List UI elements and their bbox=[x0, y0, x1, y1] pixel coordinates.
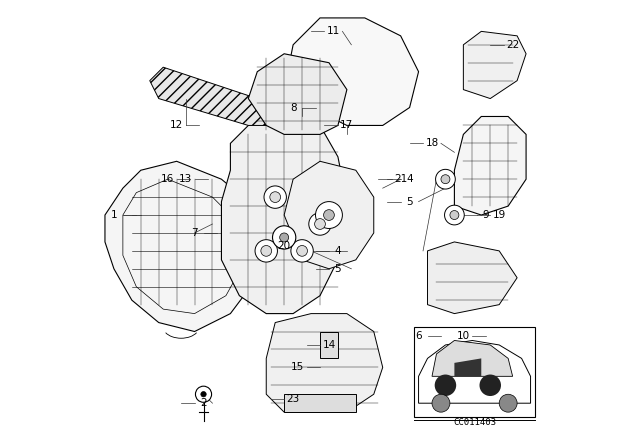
Polygon shape bbox=[432, 340, 513, 376]
Text: 5: 5 bbox=[406, 197, 413, 207]
Text: 20: 20 bbox=[278, 241, 291, 251]
Circle shape bbox=[291, 240, 314, 262]
Text: 9: 9 bbox=[483, 210, 489, 220]
Text: 1: 1 bbox=[111, 210, 117, 220]
Circle shape bbox=[499, 394, 517, 412]
Text: CC011403: CC011403 bbox=[453, 418, 496, 427]
Text: 5: 5 bbox=[335, 264, 341, 274]
Text: 15: 15 bbox=[291, 362, 304, 372]
Polygon shape bbox=[320, 332, 338, 358]
Text: 19: 19 bbox=[493, 210, 506, 220]
Text: 22: 22 bbox=[506, 40, 519, 50]
Polygon shape bbox=[454, 116, 526, 215]
Circle shape bbox=[445, 205, 464, 225]
Polygon shape bbox=[284, 18, 419, 125]
Circle shape bbox=[273, 226, 296, 249]
Circle shape bbox=[201, 392, 206, 397]
Circle shape bbox=[261, 246, 271, 256]
Polygon shape bbox=[221, 116, 347, 314]
Circle shape bbox=[315, 219, 325, 229]
Text: 18: 18 bbox=[426, 138, 438, 148]
Text: 4: 4 bbox=[406, 174, 413, 184]
Text: 21: 21 bbox=[394, 174, 407, 184]
Circle shape bbox=[297, 246, 307, 256]
Text: 10: 10 bbox=[457, 331, 470, 341]
Text: 12: 12 bbox=[170, 121, 183, 130]
Circle shape bbox=[309, 213, 332, 235]
Polygon shape bbox=[105, 161, 266, 332]
Circle shape bbox=[436, 169, 455, 189]
Text: 8: 8 bbox=[290, 103, 296, 112]
Circle shape bbox=[441, 175, 450, 184]
Circle shape bbox=[270, 192, 280, 202]
Text: 16: 16 bbox=[161, 174, 174, 184]
Text: 23: 23 bbox=[287, 394, 300, 404]
Circle shape bbox=[280, 233, 289, 242]
Circle shape bbox=[450, 211, 459, 220]
Text: 14: 14 bbox=[323, 340, 335, 350]
Circle shape bbox=[324, 210, 334, 220]
Text: 6: 6 bbox=[415, 331, 422, 341]
Polygon shape bbox=[419, 340, 531, 403]
Text: 4: 4 bbox=[335, 246, 341, 256]
Text: 7: 7 bbox=[191, 228, 198, 238]
Circle shape bbox=[432, 394, 450, 412]
Circle shape bbox=[195, 386, 212, 402]
Polygon shape bbox=[428, 242, 517, 314]
Text: 13: 13 bbox=[179, 174, 192, 184]
Circle shape bbox=[479, 375, 501, 396]
Polygon shape bbox=[248, 54, 347, 134]
Circle shape bbox=[316, 202, 342, 228]
Circle shape bbox=[435, 375, 456, 396]
Polygon shape bbox=[454, 358, 481, 376]
Text: 11: 11 bbox=[327, 26, 340, 36]
Text: 17: 17 bbox=[340, 121, 353, 130]
Polygon shape bbox=[284, 394, 356, 412]
Polygon shape bbox=[150, 67, 275, 125]
Polygon shape bbox=[266, 314, 383, 412]
Text: 2: 2 bbox=[200, 398, 207, 408]
Circle shape bbox=[255, 240, 278, 262]
Circle shape bbox=[264, 186, 287, 208]
Polygon shape bbox=[463, 31, 526, 99]
Polygon shape bbox=[284, 161, 374, 269]
